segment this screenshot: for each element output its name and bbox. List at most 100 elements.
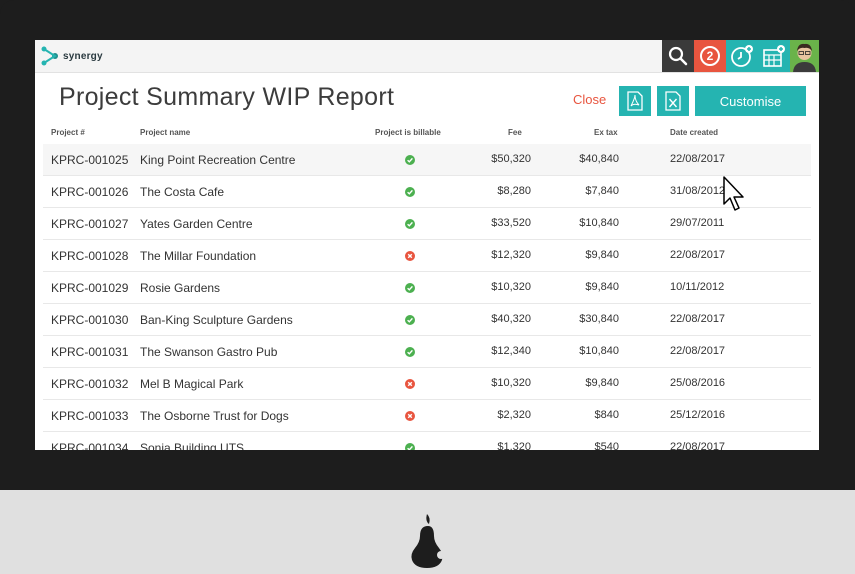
mouse-cursor-icon (723, 176, 744, 211)
fee-value: $50,320 (491, 153, 531, 165)
project-name: The Osborne Trust for Dogs (140, 409, 289, 423)
ex-tax-value: $7,840 (585, 185, 619, 197)
table-row[interactable]: KPRC-001026 The Costa Cafe $8,280 $7,840 31/… (43, 176, 811, 208)
project-name: Ban-King Sculpture Gardens (140, 313, 293, 327)
date-created: 22/08/2017 (670, 153, 726, 165)
date-created: 25/12/2016 (670, 409, 726, 421)
column-header-billable[interactable]: Project is billable (375, 128, 441, 137)
date-created: 22/08/2017 (670, 345, 726, 357)
page-title: Project Summary WIP Report (59, 83, 395, 111)
column-header-project-number[interactable]: Project # (51, 128, 85, 137)
table-row[interactable]: KPRC-001030 Ban-King Sculpture Gardens $40… (43, 304, 811, 336)
add-calendar-button[interactable] (758, 40, 790, 72)
fee-value: $10,320 (491, 377, 531, 389)
project-number: KPRC-001031 (51, 345, 129, 359)
fee-value: $1,320 (497, 441, 531, 450)
brand-name: synergy (63, 50, 103, 62)
table-row[interactable]: KPRC-001031 The Swanson Gastro Pub $12,340… (43, 336, 811, 368)
user-avatar-icon (790, 40, 819, 72)
billable-no-icon (405, 410, 415, 421)
project-number: KPRC-001029 (51, 281, 129, 295)
project-number: KPRC-001032 (51, 377, 129, 391)
app-screen: synergy 2 (35, 40, 819, 450)
ex-tax-value: $40,840 (579, 153, 619, 165)
project-name: Mel B Magical Park (140, 377, 244, 391)
search-button[interactable] (662, 40, 694, 72)
ex-tax-value: $540 (594, 441, 619, 450)
fee-value: $40,320 (491, 313, 531, 325)
add-calendar-icon (763, 45, 785, 67)
close-link[interactable]: Close (573, 92, 607, 107)
fee-value: $12,340 (491, 345, 531, 357)
table-body: KPRC-001025 King Point Recreation Centre $… (43, 144, 811, 450)
project-name: The Millar Foundation (140, 249, 257, 263)
brand-logo[interactable]: synergy (41, 46, 103, 66)
pear-logo-icon (411, 514, 445, 568)
billable-yes-icon (405, 314, 415, 325)
customise-button[interactable]: Customise (695, 86, 806, 116)
export-excel-button[interactable] (657, 86, 689, 116)
date-created: 31/08/2012 (670, 185, 726, 197)
billable-yes-icon (405, 282, 415, 293)
table-row[interactable]: KPRC-001028 The Millar Foundation $12,320 $… (43, 240, 811, 272)
billable-yes-icon (405, 154, 415, 165)
date-created: 10/11/2012 (670, 281, 725, 293)
billable-yes-icon (405, 346, 415, 357)
fee-value: $8,280 (497, 185, 531, 197)
fee-value: $10,320 (491, 281, 531, 293)
project-name: King Point Recreation Centre (140, 153, 296, 167)
date-created: 29/07/2011 (670, 217, 725, 229)
fee-value: $2,320 (497, 409, 531, 421)
ex-tax-value: $10,840 (579, 345, 619, 357)
table-row[interactable]: KPRC-001025 King Point Recreation Centre $… (43, 144, 811, 176)
billable-no-icon (405, 378, 415, 389)
excel-export-icon (665, 91, 681, 111)
add-time-button[interactable] (726, 40, 758, 72)
table-row[interactable]: KPRC-001032 Mel B Magical Park $10,320 $9,8… (43, 368, 811, 400)
date-created: 22/08/2017 (670, 249, 726, 261)
user-avatar-button[interactable] (790, 40, 819, 72)
search-icon (668, 46, 688, 66)
pdf-export-icon (627, 91, 643, 111)
project-name: Rosie Gardens (140, 281, 221, 295)
table-row[interactable]: KPRC-001033 The Osborne Trust for Dogs $2,… (43, 400, 811, 432)
table-row[interactable]: KPRC-001029 Rosie Gardens $10,320 $9,840 10/… (43, 272, 811, 304)
date-created: 22/08/2017 (670, 313, 726, 325)
add-time-icon (731, 45, 753, 67)
project-number: KPRC-001025 (51, 153, 129, 167)
project-number: KPRC-001030 (51, 313, 129, 327)
ex-tax-value: $30,840 (579, 313, 619, 325)
project-number: KPRC-001034 (51, 441, 129, 450)
column-header-fee[interactable]: Fee (508, 128, 522, 137)
column-header-ex-tax[interactable]: Ex tax (594, 128, 618, 137)
billable-yes-icon (405, 186, 415, 197)
notification-count: 2 (700, 46, 720, 66)
project-number: KPRC-001028 (51, 249, 129, 263)
column-header-date-created[interactable]: Date created (670, 128, 719, 137)
ex-tax-value: $9,840 (585, 377, 619, 389)
ex-tax-value: $840 (594, 409, 619, 421)
fee-value: $12,320 (491, 249, 531, 261)
date-created: 22/08/2017 (670, 441, 726, 450)
synergy-logo-icon (41, 46, 58, 66)
date-created: 25/08/2016 (670, 377, 726, 389)
billable-no-icon (405, 250, 415, 261)
project-number: KPRC-001033 (51, 409, 129, 423)
fee-value: $33,520 (491, 217, 531, 229)
project-name: Sonia Building UTS (140, 441, 245, 450)
project-name: The Costa Cafe (140, 185, 225, 199)
table-row[interactable]: KPRC-001034 Sonia Building UTS $1,320 $540 2… (43, 432, 811, 450)
project-name: Yates Garden Centre (140, 217, 253, 231)
ex-tax-value: $9,840 (585, 281, 619, 293)
billable-yes-icon (405, 218, 415, 229)
table-row[interactable]: KPRC-001027 Yates Garden Centre $33,520 $10… (43, 208, 811, 240)
project-number: KPRC-001027 (51, 217, 129, 231)
project-name: The Swanson Gastro Pub (140, 345, 278, 359)
export-pdf-button[interactable] (619, 86, 651, 116)
table-header: Project # Project name Project is billab… (43, 124, 811, 144)
top-bar: synergy 2 (35, 40, 819, 73)
ex-tax-value: $9,840 (585, 249, 619, 261)
column-header-project-name[interactable]: Project name (140, 128, 191, 137)
project-number: KPRC-001026 (51, 185, 129, 199)
notifications-button[interactable]: 2 (694, 40, 726, 72)
